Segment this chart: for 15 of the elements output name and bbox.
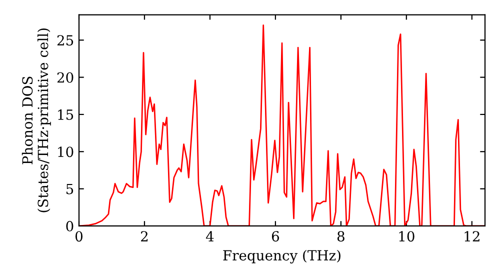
x-tick-label: 6 [272,231,279,242]
x-axis-title: Frequency (THz) [223,250,340,264]
y-tick-label: 10 [58,146,74,158]
y-tick-label: 5 [66,184,74,194]
x-tick-label: 2 [141,231,148,242]
x-tick-label: 8 [337,231,344,242]
x-tick-label: 10 [399,231,414,242]
x-tick-label: 4 [206,231,214,242]
y-tick-label: 20 [57,72,74,83]
y-tick-label: 25 [57,35,74,46]
y-axis-title: Phonon DOS (States/THz·primitive cell) [22,28,51,212]
x-tick-label: 0 [75,231,82,242]
y-tick-label: 15 [58,109,74,120]
x-tick-label: 12 [464,231,480,242]
y-tick-label: 0 [66,220,74,232]
